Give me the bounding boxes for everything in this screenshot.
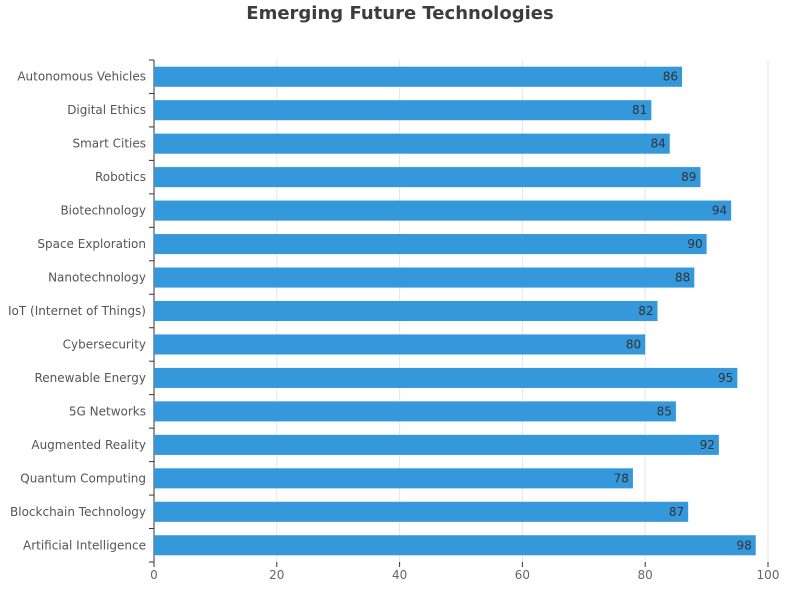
category-label: Space Exploration xyxy=(37,237,146,251)
x-tick-label: 20 xyxy=(269,568,284,582)
data-label: 88 xyxy=(675,271,690,285)
bar xyxy=(154,234,707,255)
bar xyxy=(154,267,695,288)
bar xyxy=(154,468,633,489)
data-label: 89 xyxy=(681,170,696,184)
bar xyxy=(154,200,732,221)
category-label: IoT (Internet of Things) xyxy=(8,304,146,318)
bar xyxy=(154,367,738,388)
data-label: 86 xyxy=(663,70,678,84)
category-label: Cybersecurity xyxy=(63,337,146,351)
x-tick-label: 80 xyxy=(638,568,653,582)
category-label: Quantum Computing xyxy=(20,471,146,485)
category-label: Nanotechnology xyxy=(48,271,146,285)
data-label: 98 xyxy=(736,538,751,552)
category-label: Digital Ethics xyxy=(67,103,146,117)
bar xyxy=(154,100,652,121)
data-label: 78 xyxy=(614,471,629,485)
chart-title: Emerging Future Technologies xyxy=(246,3,554,24)
data-label: 84 xyxy=(650,137,665,151)
bar xyxy=(154,434,719,455)
x-tick-label: 0 xyxy=(150,568,158,582)
category-label: 5G Networks xyxy=(69,404,146,418)
bar xyxy=(154,401,676,422)
category-label: Robotics xyxy=(95,170,146,184)
data-label: 92 xyxy=(700,438,715,452)
data-label: 80 xyxy=(626,337,641,351)
data-label: 82 xyxy=(638,304,653,318)
bar xyxy=(154,66,683,87)
data-label: 85 xyxy=(657,404,672,418)
category-label: Smart Cities xyxy=(73,137,147,151)
data-label: 90 xyxy=(687,237,702,251)
x-tick-label: 60 xyxy=(515,568,530,582)
x-tick-label: 40 xyxy=(392,568,407,582)
bar xyxy=(154,300,658,322)
data-label: 81 xyxy=(632,103,647,117)
category-label: Blockchain Technology xyxy=(10,505,146,519)
bar xyxy=(154,501,689,522)
bar xyxy=(154,535,756,556)
category-label: Biotechnology xyxy=(60,204,146,218)
category-label: Augmented Reality xyxy=(31,438,146,452)
category-label: Artificial Intelligence xyxy=(23,538,146,552)
data-label: 94 xyxy=(712,204,727,218)
bar xyxy=(154,133,670,154)
bar xyxy=(154,334,646,355)
x-tick-label: 100 xyxy=(757,568,780,582)
category-label: Autonomous Vehicles xyxy=(17,70,146,84)
bar xyxy=(154,167,701,188)
data-label: 87 xyxy=(669,505,684,519)
category-label: Renewable Energy xyxy=(35,371,147,385)
data-label: 95 xyxy=(718,371,733,385)
